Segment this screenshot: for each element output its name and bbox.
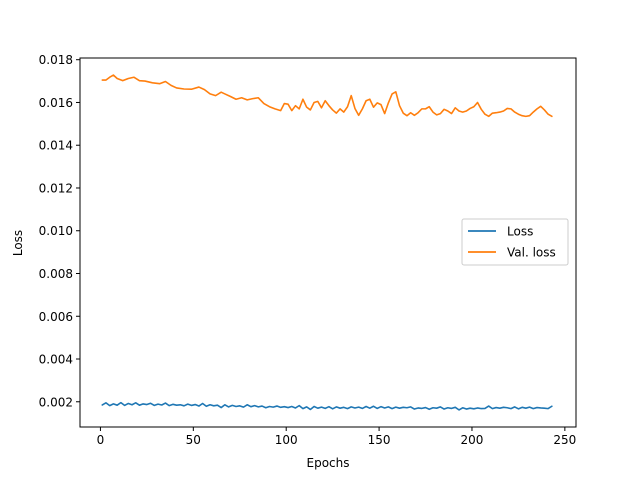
y-tick-label: 0.002 bbox=[39, 395, 73, 409]
y-tick-label: 0.008 bbox=[39, 267, 73, 281]
x-tick-label: 0 bbox=[97, 433, 105, 447]
legend: Loss Val. loss bbox=[461, 218, 569, 266]
x-tick-label: 50 bbox=[186, 433, 201, 447]
x-axis: 0 50 100 150 200 250 bbox=[97, 427, 576, 447]
y-tick-label: 0.012 bbox=[39, 181, 73, 195]
y-tick-label: 0.014 bbox=[39, 139, 73, 153]
series-layer bbox=[101, 74, 553, 411]
legend-label-loss: Loss bbox=[507, 225, 533, 239]
axes-frame bbox=[79, 57, 577, 428]
y-axis: 0.002 0.004 0.006 0.008 0.010 0.012 0.014 0.016… bbox=[39, 53, 80, 409]
y-tick-label: 0.016 bbox=[39, 96, 73, 110]
x-tick-label: 150 bbox=[368, 433, 391, 447]
series-line-val-loss bbox=[101, 74, 553, 118]
series-line-loss bbox=[101, 401, 553, 411]
x-tick-label: 250 bbox=[553, 433, 576, 447]
y-axis-label: Loss bbox=[11, 230, 25, 256]
y-tick-label: 0.018 bbox=[39, 53, 73, 67]
x-axis-label: Epochs bbox=[307, 456, 350, 470]
y-tick-label: 0.010 bbox=[39, 224, 73, 238]
legend-label-val-loss: Val. loss bbox=[507, 246, 556, 260]
y-tick-label: 0.006 bbox=[39, 310, 73, 324]
x-tick-label: 200 bbox=[461, 433, 484, 447]
x-tick-label: 100 bbox=[275, 433, 298, 447]
plot-area bbox=[79, 57, 577, 428]
y-tick-label: 0.004 bbox=[39, 353, 73, 367]
